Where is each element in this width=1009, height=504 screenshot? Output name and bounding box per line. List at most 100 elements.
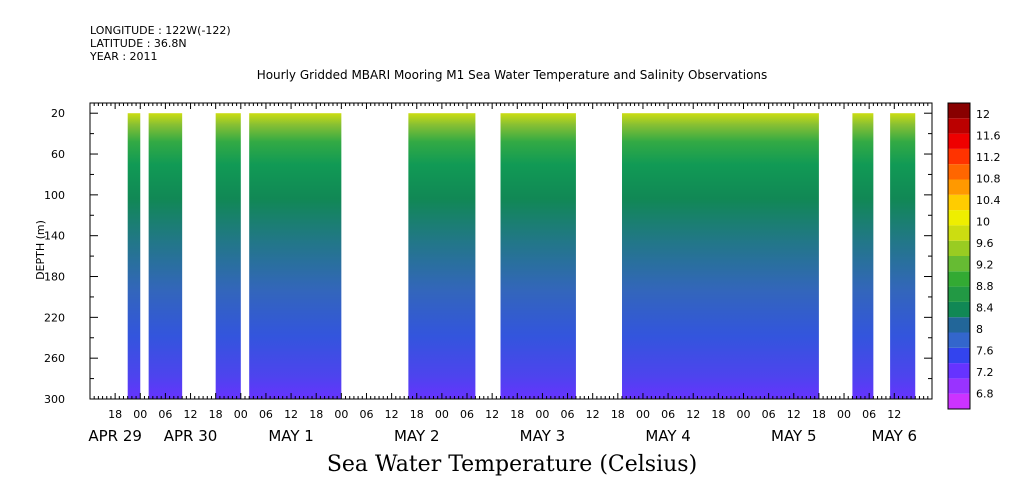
colorbar-swatch: [948, 225, 970, 241]
y-tick-label: 100: [44, 189, 65, 202]
colorbar-label: 10.4: [976, 194, 1001, 207]
x-tick-label: 06: [862, 408, 876, 421]
data-segment: [249, 113, 342, 399]
x-tick-label: 00: [837, 408, 851, 421]
x-tick-label: 00: [636, 408, 650, 421]
x-tick-label: 12: [686, 408, 700, 421]
plot-frame: [89, 102, 933, 400]
colorbar-swatch: [948, 271, 970, 287]
x-tick-label: 06: [158, 408, 172, 421]
data-segment: [408, 113, 476, 399]
y-tick-label: 60: [51, 148, 65, 161]
x-date-label: APR 29: [88, 427, 142, 445]
y-tick-label: 140: [44, 230, 65, 243]
colorbar-label: 11.2: [976, 151, 1001, 164]
y-tick-label: 260: [44, 352, 65, 365]
x-axis-label: Sea Water Temperature (Celsius): [326, 452, 698, 477]
x-tick-label: 12: [385, 408, 399, 421]
x-tick-label: 00: [334, 408, 348, 421]
colorbar-swatch: [948, 378, 970, 394]
data-segment: [215, 113, 241, 399]
x-tick-label: 18: [611, 408, 625, 421]
colorbar-swatch: [948, 332, 970, 348]
colorbar-label: 10.8: [976, 173, 1001, 186]
y-tick-label: 300: [44, 393, 65, 406]
x-tick-label: 00: [133, 408, 147, 421]
x-date-label: MAY 1: [268, 427, 314, 445]
data-segment: [890, 113, 916, 399]
data-segments: [127, 113, 916, 399]
y-axis-label: DEPTH (m): [34, 220, 47, 280]
x-date-label: MAY 3: [520, 427, 566, 445]
x-tick-label: 00: [535, 408, 549, 421]
colorbar-swatch: [948, 317, 970, 333]
x-tick-label: 18: [108, 408, 122, 421]
x-tick-label: 06: [762, 408, 776, 421]
x-tick-label: 12: [586, 408, 600, 421]
x-tick-label: 00: [234, 408, 248, 421]
x-tick-label: 12: [787, 408, 801, 421]
x-tick-label: 12: [485, 408, 499, 421]
colorbar-swatch: [948, 133, 970, 149]
x-date-labels: APR 29 APR 30 MAY 1 MAY 2 MAY 3 MAY 4 MAY 5 MAY…: [88, 427, 917, 445]
chart-title: Hourly Gridded MBARI Mooring M1 Sea Wate…: [256, 68, 768, 82]
x-tick-label: 12: [887, 408, 901, 421]
data-segment: [148, 113, 183, 399]
x-tick-label: 06: [561, 408, 575, 421]
colorbar-swatch: [948, 256, 970, 272]
x-tick-label: 18: [711, 408, 725, 421]
x-date-label: MAY 6: [872, 427, 918, 445]
x-date-label: APR 30: [164, 427, 218, 445]
colorbar-label: 8.4: [976, 302, 994, 315]
axis-ticks: [89, 103, 933, 400]
data-segment: [127, 113, 141, 399]
colorbar-swatch: [948, 363, 970, 379]
x-tick-label: 18: [510, 408, 524, 421]
x-tick-label: 06: [460, 408, 474, 421]
x-tick-label: 12: [184, 408, 198, 421]
data-segment: [852, 113, 874, 399]
colorbar-label: 9.2: [976, 259, 994, 272]
x-tick-label: 18: [209, 408, 223, 421]
colorbar-swatch: [948, 164, 970, 180]
colorbar-swatch: [948, 301, 970, 318]
latitude-label: LATITUDE : 36.8N: [90, 37, 187, 50]
x-tick-label: 06: [661, 408, 675, 421]
x-tick-label: 12: [284, 408, 298, 421]
colorbar-label: 7.2: [976, 366, 994, 379]
colorbar-swatch: [948, 347, 970, 364]
longitude-label: LONGITUDE : 122W(-122): [90, 24, 231, 37]
colorbar-swatch: [948, 148, 970, 165]
x-tick-label: 06: [359, 408, 373, 421]
colorbar-swatch: [948, 103, 970, 119]
colorbar: 12 11.6 11.2 10.8 10.4 10 9.6 9.2 8.8 8.4 8 7.6 7.2 6…: [947, 102, 1001, 410]
y-tick-labels: 20 60 100 140 180 220 260 300: [44, 107, 65, 406]
colorbar-swatch: [948, 393, 970, 409]
colorbar-label: 11.6: [976, 130, 1001, 143]
colorbar-swatch: [948, 240, 970, 256]
x-tick-labels: 18 00 06 12 18 00 06 12 18 00 06 12 18 00 06 12 18 00 06 12…: [108, 408, 901, 421]
x-tick-label: 18: [309, 408, 323, 421]
y-tick-label: 220: [44, 311, 65, 324]
colorbar-swatch: [948, 286, 970, 302]
x-tick-label: 18: [812, 408, 826, 421]
colorbar-label: 9.6: [976, 237, 994, 250]
colorbar-swatch: [948, 118, 970, 134]
colorbar-frame: [947, 102, 971, 410]
colorbar-label: 8.8: [976, 280, 994, 293]
y-tick-label: 20: [51, 107, 65, 120]
colorbar-label: 8: [976, 323, 983, 336]
data-segment: [500, 113, 576, 399]
colorbar-label: 12: [976, 108, 990, 121]
colorbar-label: 10: [976, 216, 990, 229]
x-tick-label: 00: [736, 408, 750, 421]
colorbar-label: 6.8: [976, 388, 994, 401]
x-date-label: MAY 2: [394, 427, 440, 445]
x-tick-label: 06: [259, 408, 273, 421]
x-date-label: MAY 5: [771, 427, 817, 445]
colorbar-swatch: [948, 210, 970, 226]
colorbar-label: 7.6: [976, 345, 994, 358]
colorbar-swatch: [948, 194, 970, 211]
x-date-label: MAY 4: [645, 427, 691, 445]
